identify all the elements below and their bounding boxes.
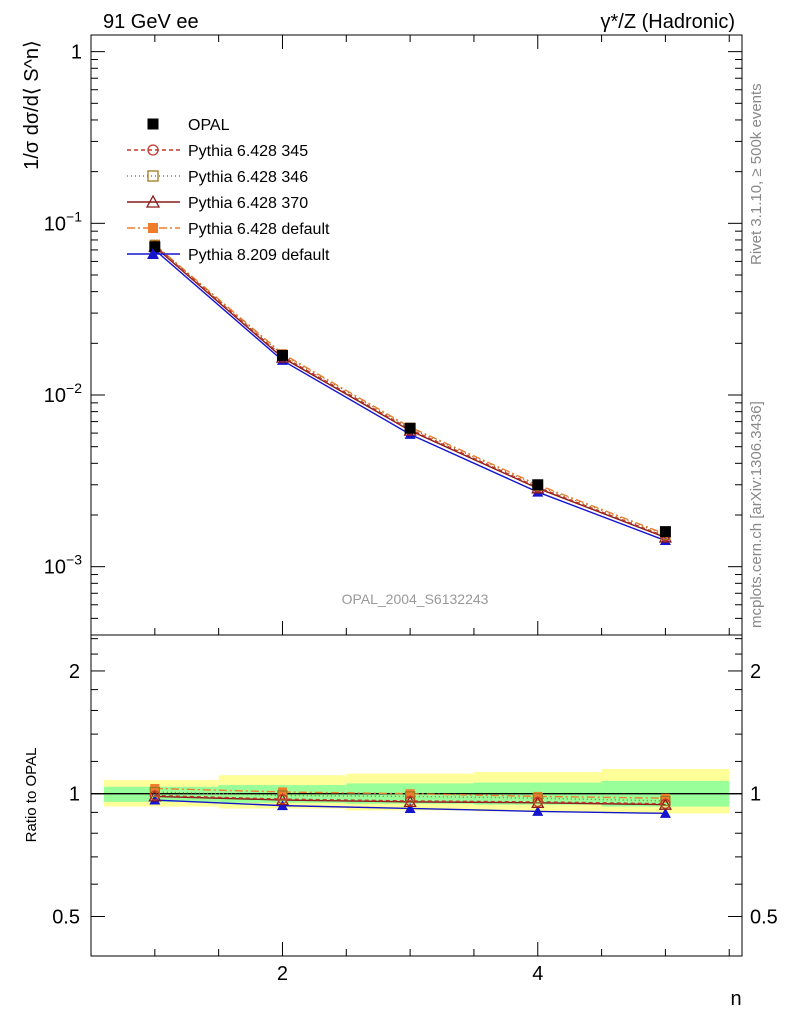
open-circle-marker: [277, 793, 288, 805]
series-pythia-6-428-370: [148, 239, 673, 543]
analysis-label: OPAL_2004_S6132243: [342, 591, 489, 607]
process-label: γ*/Z (Hadronic): [601, 11, 735, 33]
legend-entry: Pythia 6.428 default: [127, 221, 330, 238]
legend-entry: OPAL: [147, 117, 230, 134]
legend-entry: Pythia 6.428 370: [127, 194, 308, 212]
open-triangle-marker: [145, 194, 161, 208]
main-y-tick-exponent: −2: [66, 380, 82, 396]
legend-label: Pythia 6.428 345: [188, 143, 308, 160]
ratio-plot-frame: [90, 634, 743, 957]
open-circle-marker: [149, 790, 160, 801]
ratio-y-axis-label: Ratio to OPAL: [23, 748, 40, 843]
triangle-marker: [532, 805, 544, 816]
legend-entry: Pythia 6.428 345: [127, 143, 308, 160]
ratio-y-tick-label-left: 1: [69, 784, 80, 806]
legend-label: Pythia 6.428 370: [188, 195, 308, 212]
series-pythia-6-428-346: [149, 239, 671, 541]
square-marker: [405, 789, 415, 799]
opal-data-point: [147, 118, 159, 130]
main-y-tick-exponent: −1: [66, 208, 82, 224]
open-circle-marker: [404, 795, 416, 807]
main-y-tick-label: 1: [71, 42, 82, 64]
ratio-ticks: [91, 638, 742, 956]
square-marker: [277, 787, 287, 797]
open-circle-marker: [532, 796, 543, 808]
series-opal: [149, 241, 671, 538]
opal-data-point: [149, 241, 161, 253]
ratio-line: [154, 787, 666, 799]
ratio-y-tick-label-left: 2: [69, 661, 80, 683]
open-square-marker: [147, 170, 159, 182]
main-y-tick-label: 10−3: [44, 552, 82, 579]
x-axis-label: n: [730, 988, 741, 1010]
mcplots-label: mcplots.cern.ch [arXiv:1306.3436]: [748, 401, 765, 628]
ratio-series-pythia-6-428-345: [149, 790, 671, 809]
opal-data-point: [404, 422, 416, 434]
series-line: [154, 244, 666, 536]
open-circle-marker: [660, 798, 671, 809]
triangle-marker: [404, 802, 416, 813]
ratio-series-layer: [148, 783, 673, 818]
ratio-y-tick-label-right: 1: [750, 784, 761, 806]
series-line: [154, 246, 666, 539]
triangle-marker: [147, 248, 159, 259]
opal-data-point: [276, 349, 288, 361]
legend-entry: Pythia 8.209 default: [127, 247, 330, 264]
triangle-marker: [659, 807, 671, 818]
square-marker: [150, 783, 160, 793]
main-y-tick-exponent: −3: [66, 552, 82, 568]
series-line: [154, 245, 666, 538]
x-tick-label: 4: [532, 963, 543, 985]
ratio-line: [154, 794, 666, 805]
legend-label: Pythia 6.428 346: [188, 169, 308, 186]
open-square-marker: [277, 790, 288, 801]
series-pythia-8-209-default: [149, 244, 671, 546]
x-tick-label: 2: [277, 963, 288, 985]
open-circle-marker: [147, 144, 159, 156]
ratio-y-tick-labels: 2 2 1 1 0.5 0.5: [52, 661, 778, 929]
main-y-axis-label: 1/σ dσ/d⟨ S^n⟩: [21, 40, 43, 170]
series-pythia-6-428-345: [149, 240, 671, 542]
series-pythia-6-428-default: [150, 240, 670, 539]
legend-entry: Pythia 6.428 346: [127, 169, 308, 186]
main-y-tick-labels: 1 10−1 10−2 10−3: [44, 42, 82, 579]
open-square-marker: [660, 795, 671, 807]
legend-label: Pythia 8.209 default: [188, 247, 330, 264]
series-line: [154, 244, 666, 535]
main-y-tick-label: 10−2: [44, 380, 82, 407]
rivet-version-label: Rivet 3.1.10, ≥ 500k events: [748, 83, 765, 265]
main-y-tick-label: 10−1: [44, 208, 82, 235]
open-square-marker: [149, 786, 160, 798]
square-marker: [148, 223, 158, 233]
series-line: [154, 249, 666, 542]
ratio-line: [154, 795, 666, 806]
ratio-y-tick-label-right: 0.5: [750, 906, 778, 928]
energy-label: 91 GeV ee: [103, 11, 199, 33]
open-square-marker: [532, 793, 543, 804]
main-series-layer: [148, 239, 673, 546]
ratio-y-tick-label-left: 0.5: [52, 906, 80, 928]
ratio-y-tick-label-right: 2: [750, 661, 761, 683]
opal-data-point: [532, 479, 544, 491]
legend: OPAL Pythia 6.428 345 Pythia 6.428 346 Pyth…: [127, 117, 330, 264]
opal-data-point: [659, 526, 671, 538]
legend-label: OPAL: [188, 117, 230, 134]
legend-label: Pythia 6.428 default: [188, 221, 330, 238]
